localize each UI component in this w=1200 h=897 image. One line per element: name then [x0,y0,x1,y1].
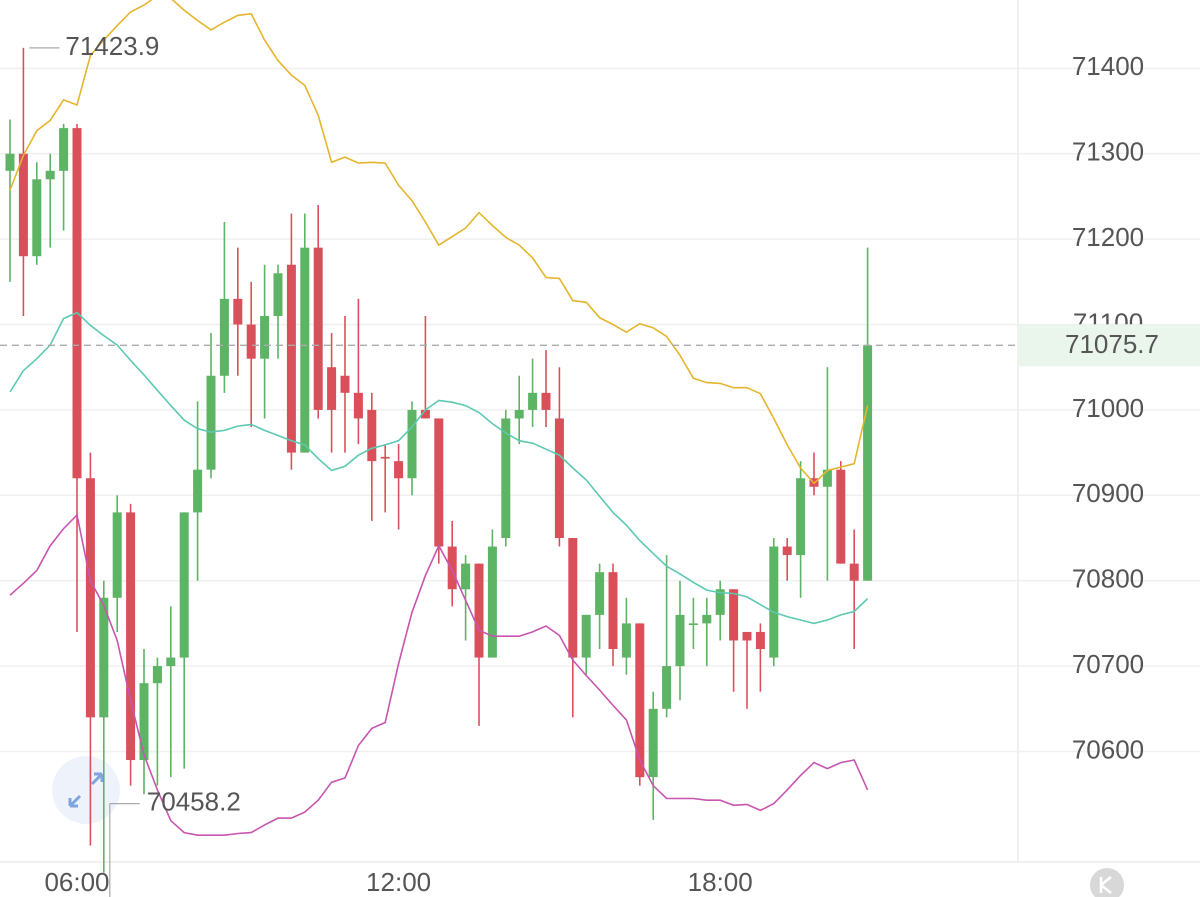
candle-body [702,614,712,624]
candle-body [45,170,55,180]
candle-body [742,631,752,641]
candle-body [715,589,725,615]
candle-body [541,392,551,410]
candle-body [581,614,591,658]
candle-body [18,153,28,257]
candle-body [313,247,323,410]
candle-body [595,572,605,615]
candle-body [407,409,417,479]
candle-body [85,478,95,718]
candle-body [367,409,377,462]
candle-body [394,461,404,479]
candle-body [487,546,497,658]
y-tick-label: 71200 [1072,222,1144,252]
candle-body [782,546,792,556]
x-tick-label: 06:00 [44,867,109,897]
candle-body [420,409,430,419]
y-tick-label: 71000 [1072,393,1144,423]
candle-body [206,375,216,470]
candle-body [193,469,203,513]
candle-body [434,418,444,547]
candle-body [300,247,310,453]
candle-body [849,563,859,581]
max-marker-label: 71423.9 [65,31,159,61]
candle-body [139,683,149,761]
candle-body [166,657,176,667]
band-line [9,311,869,625]
band-line [9,0,869,485]
candle-body [729,589,739,641]
candle-body [126,512,136,761]
y-tick-label: 70800 [1072,564,1144,594]
candle-body [340,375,350,393]
candle-body [755,631,765,650]
candle-body [380,456,390,459]
candle-body [179,512,189,658]
candle-body [863,345,873,581]
band-line [9,513,869,836]
candle-body [554,418,564,539]
candle-body [528,392,538,410]
candle-body [501,418,511,539]
candle-body [246,324,256,359]
candle-body [621,623,631,658]
candle-body [286,264,296,453]
candle-body [836,469,846,564]
y-tick-label: 70900 [1072,478,1144,508]
candle-body [447,546,457,590]
candle-body [514,409,524,419]
candle-body [353,392,363,419]
kline-button-bg[interactable] [1090,868,1124,897]
candle-body [99,597,109,718]
y-tick-label: 71300 [1072,137,1144,167]
x-tick-label: 18:00 [688,867,753,897]
candle-body [219,298,229,376]
candle-body [32,179,42,257]
candle-body [635,623,645,778]
kline-icon[interactable] [1099,876,1112,894]
candle-body [59,128,69,171]
candle-body [72,128,82,479]
candle-body [662,666,672,709]
last-price-label: 71075.7 [1065,329,1159,359]
candle-body [822,469,832,487]
y-tick-label: 70600 [1072,734,1144,764]
last-price-tag [1018,324,1200,367]
candle-body [648,708,658,778]
candle-body [568,538,578,658]
resize-icon[interactable] [68,772,104,808]
candle-body [688,623,698,626]
x-tick-label: 12:00 [366,867,431,897]
candle-body [474,563,484,658]
candle-body [152,666,162,684]
candle-body [608,572,618,650]
candle-body [5,153,15,171]
candle-body [461,563,471,590]
candle-body [675,614,685,667]
candle-body [260,315,270,359]
candle-body [769,546,779,658]
y-tick-label: 71400 [1072,51,1144,81]
candle-body [796,478,806,556]
candle-body [233,298,243,325]
candle-body [112,512,122,598]
candle-body [273,273,283,316]
y-tick-label: 70700 [1072,649,1144,679]
min-marker-label: 70458.2 [147,786,241,816]
kline-button[interactable] [1090,868,1124,897]
candle-body [327,367,337,410]
